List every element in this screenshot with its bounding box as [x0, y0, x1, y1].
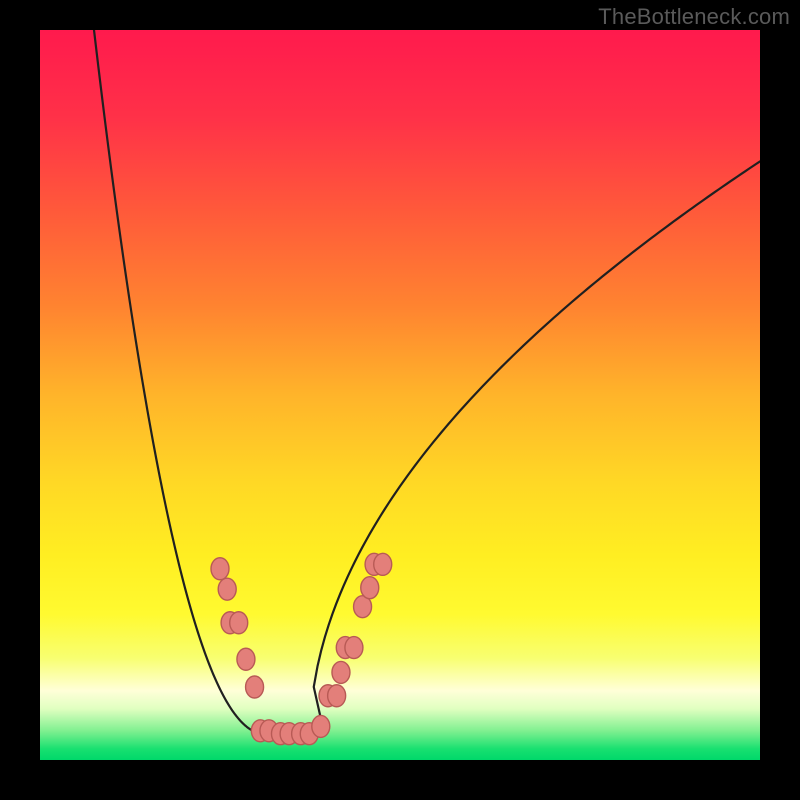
datapoint-dot — [230, 612, 248, 634]
watermark-text: TheBottleneck.com — [598, 4, 790, 30]
datapoint-dot — [237, 648, 255, 670]
datapoint-dot — [332, 661, 350, 683]
datapoint-dot — [374, 553, 392, 575]
datapoint-dot — [211, 558, 229, 580]
chart-container: TheBottleneck.com — [0, 0, 800, 800]
bottleneck-curve-chart — [0, 0, 800, 800]
datapoint-dot — [328, 685, 346, 707]
datapoint-dot — [312, 715, 330, 737]
datapoint-dot — [218, 578, 236, 600]
datapoint-dot — [345, 637, 363, 659]
datapoint-dot — [361, 577, 379, 599]
datapoint-dot — [246, 676, 264, 698]
plot-background — [40, 30, 760, 760]
